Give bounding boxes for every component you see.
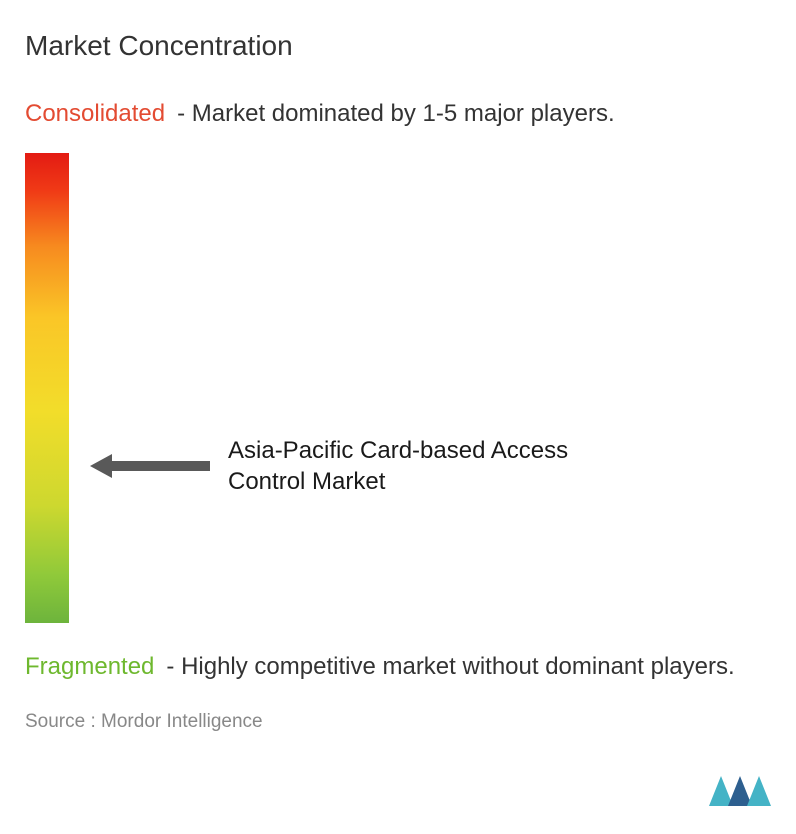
fragmented-row: Fragmented - Highly competitive market w… bbox=[25, 653, 771, 681]
page-title: Market Concentration bbox=[25, 30, 771, 62]
fragmented-label: Fragmented bbox=[25, 653, 154, 681]
market-label: Asia-Pacific Card-based Access Control M… bbox=[228, 435, 608, 497]
marker-arrow-container: Asia-Pacific Card-based Access Control M… bbox=[90, 435, 608, 497]
source-text: Source : Mordor Intelligence bbox=[25, 711, 771, 733]
consolidated-row: Consolidated - Market dominated by 1-5 m… bbox=[25, 100, 771, 128]
consolidated-description: - Market dominated by 1-5 major players. bbox=[177, 100, 615, 128]
consolidated-label: Consolidated bbox=[25, 100, 165, 128]
arrow-left-icon bbox=[90, 451, 210, 481]
mordor-logo-icon bbox=[706, 766, 776, 816]
gradient-section bbox=[25, 153, 771, 623]
concentration-gradient-bar bbox=[25, 153, 69, 623]
fragmented-description: - Highly competitive market without domi… bbox=[166, 653, 734, 681]
